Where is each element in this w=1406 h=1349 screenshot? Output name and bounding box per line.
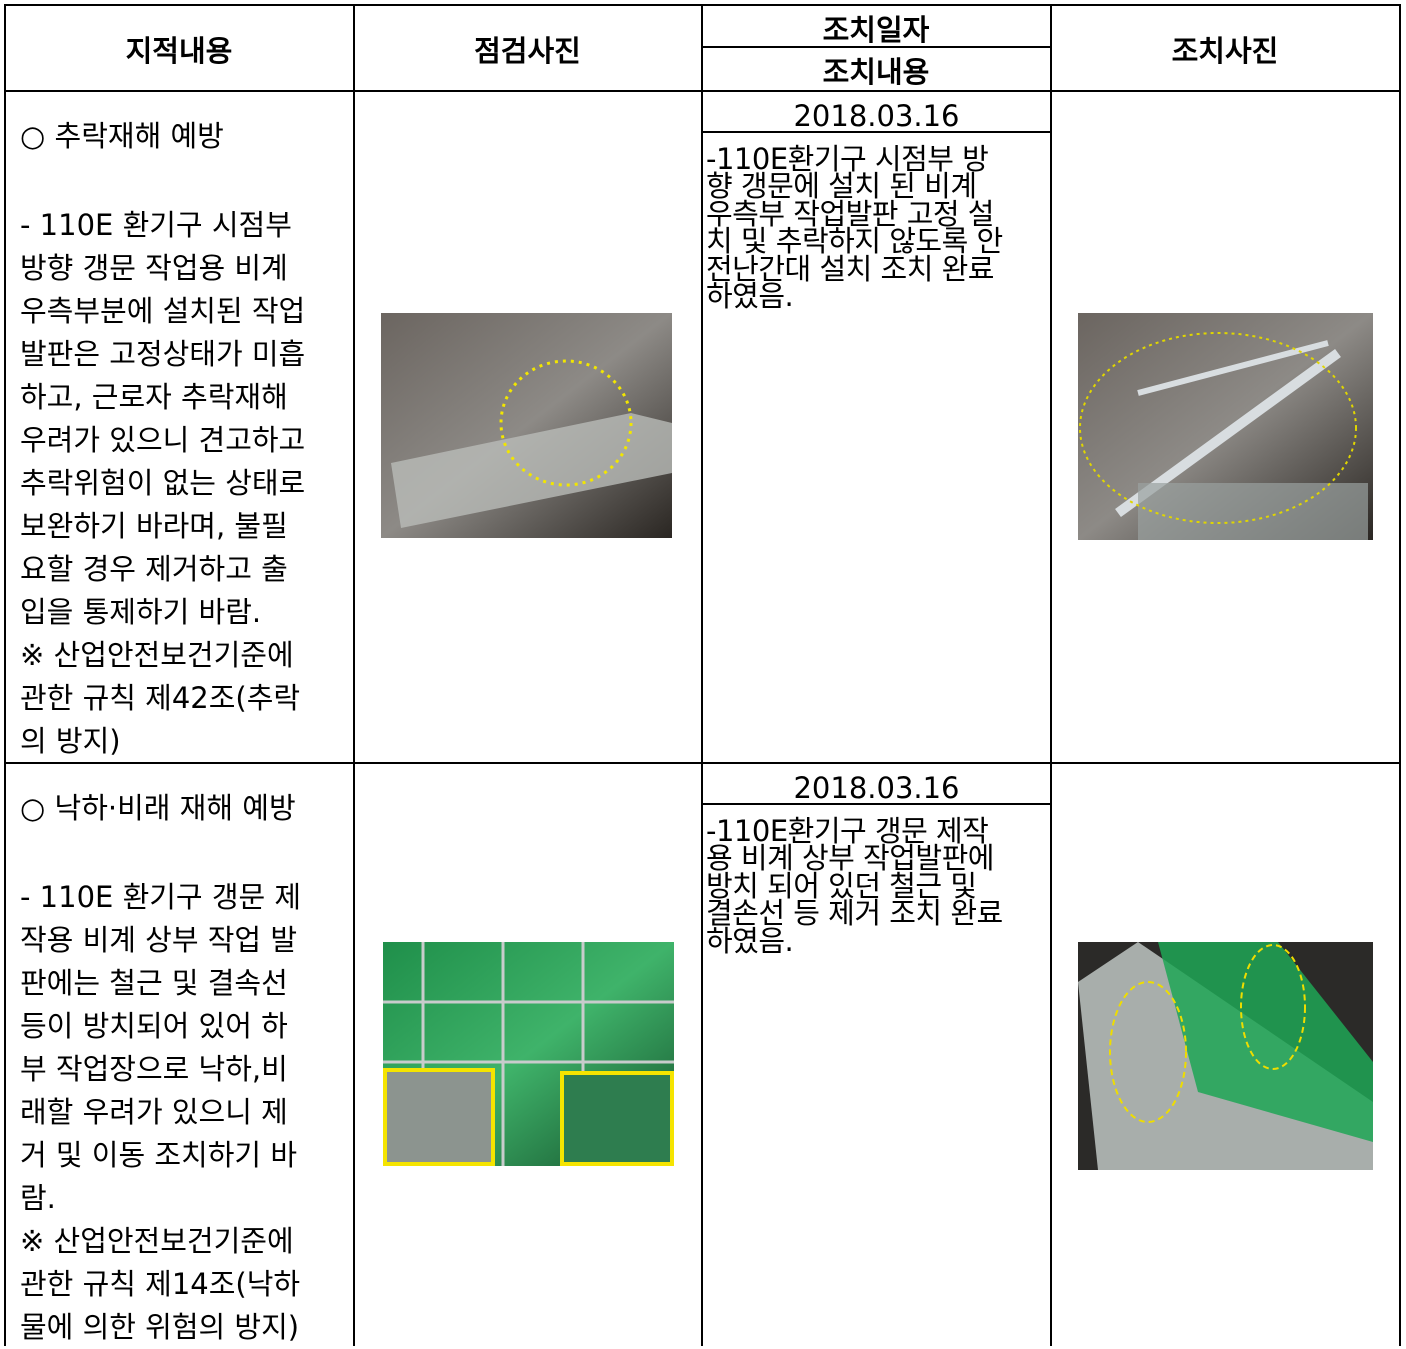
action-date: 2018.03.16 bbox=[793, 771, 960, 805]
border bbox=[701, 46, 1051, 48]
finding-line: 의 방지) bbox=[20, 724, 121, 758]
finding-line: 거 및 이동 조치하기 바 bbox=[20, 1138, 297, 1172]
finding-line: 우측부분에 설치된 작업 bbox=[20, 294, 306, 328]
finding-line: - 110E 환기구 갱문 제 bbox=[20, 880, 302, 914]
finding-line: 하고, 근로자 추락재해 bbox=[20, 380, 288, 414]
header-cell: 조치일자 bbox=[822, 13, 930, 47]
action-line: 결손선 등 제거 조치 완료 bbox=[706, 896, 1003, 931]
border bbox=[4, 762, 1401, 764]
finding-line: 관한 규칙 제14조(낙하 bbox=[20, 1267, 301, 1301]
action-cell: -110E환기구 갱문 제작 용 비계 상부 작업발판에 방치 되어 있던 철근 및… bbox=[706, 814, 1048, 958]
action-line: -110E환기구 시점부 방 bbox=[706, 142, 989, 176]
border bbox=[1399, 4, 1401, 1346]
finding-line: 요할 경우 제거하고 출 bbox=[20, 552, 288, 586]
header-cell: 조치사진 bbox=[1171, 34, 1279, 68]
finding-line: 작용 비계 상부 작업 발 bbox=[20, 923, 297, 957]
border bbox=[701, 4, 703, 1346]
finding-line: 보완하기 바라며, 불필 bbox=[20, 509, 288, 543]
finding-line: 입을 통제하기 바람. bbox=[20, 595, 262, 629]
action-line: 용 비계 상부 작업발판에 bbox=[706, 841, 994, 876]
action-line: 하였음. bbox=[706, 278, 794, 313]
border bbox=[4, 90, 1401, 92]
finding-line: 래할 우려가 있으니 제 bbox=[20, 1095, 288, 1129]
finding-line: 등이 방치되어 있어 하 bbox=[20, 1009, 288, 1043]
finding-line: 발판은 고정상태가 미흡 bbox=[20, 337, 306, 371]
header-cell: 조치내용 bbox=[822, 55, 930, 89]
border bbox=[4, 4, 6, 1346]
action-line: 하였음. bbox=[706, 923, 794, 958]
action-date: 2018.03.16 bbox=[793, 99, 960, 133]
finding-title: ○ 낙하·비래 재해 예방 bbox=[20, 791, 296, 825]
action-line: 방치 되어 있던 철근 및 bbox=[706, 868, 977, 903]
inspection-photo bbox=[381, 313, 672, 538]
action-line: 전난간대 설치 조치 완료 bbox=[706, 251, 994, 286]
finding-line: 방향 갱문 작업용 비계 bbox=[20, 251, 288, 285]
finding-line: 추락위험이 없는 상태로 bbox=[20, 466, 306, 500]
inspection-photo bbox=[383, 942, 674, 1166]
action-line: 우측부 작업발판 고정 설 bbox=[706, 196, 994, 231]
finding-line: ※ 산업안전보건기준에 bbox=[20, 1224, 294, 1258]
action-photo bbox=[1078, 313, 1373, 540]
finding-line: 부 작업장으로 낙하,비 bbox=[20, 1052, 288, 1086]
border bbox=[4, 4, 1401, 6]
finding-line: 우려가 있으니 견고하고 bbox=[20, 423, 306, 457]
finding-line: - 110E 환기구 시점부 bbox=[20, 208, 292, 242]
header-cell: 점검사진 bbox=[474, 34, 581, 68]
action-line: 치 및 추락하지 않도록 안 bbox=[706, 224, 1003, 259]
finding-line: 관한 규칙 제42조(추락 bbox=[20, 681, 301, 715]
action-line: -110E환기구 갱문 제작 bbox=[706, 814, 989, 848]
border bbox=[1050, 4, 1052, 1346]
finding-line: ※ 산업안전보건기준에 bbox=[20, 638, 294, 672]
action-line: 향 갱문에 설치 된 비계 bbox=[706, 169, 977, 204]
finding-line: 판에는 철근 및 결속선 bbox=[20, 966, 288, 1000]
border bbox=[701, 803, 1051, 805]
border bbox=[701, 131, 1051, 133]
action-photo bbox=[1078, 942, 1373, 1170]
header-cell: 지적내용 bbox=[125, 34, 233, 68]
finding-line: 물에 의한 위험의 방지) bbox=[20, 1310, 300, 1344]
border bbox=[353, 4, 355, 1346]
finding-line: 람. bbox=[20, 1181, 56, 1215]
finding-title: ○ 추락재해 예방 bbox=[20, 119, 224, 153]
